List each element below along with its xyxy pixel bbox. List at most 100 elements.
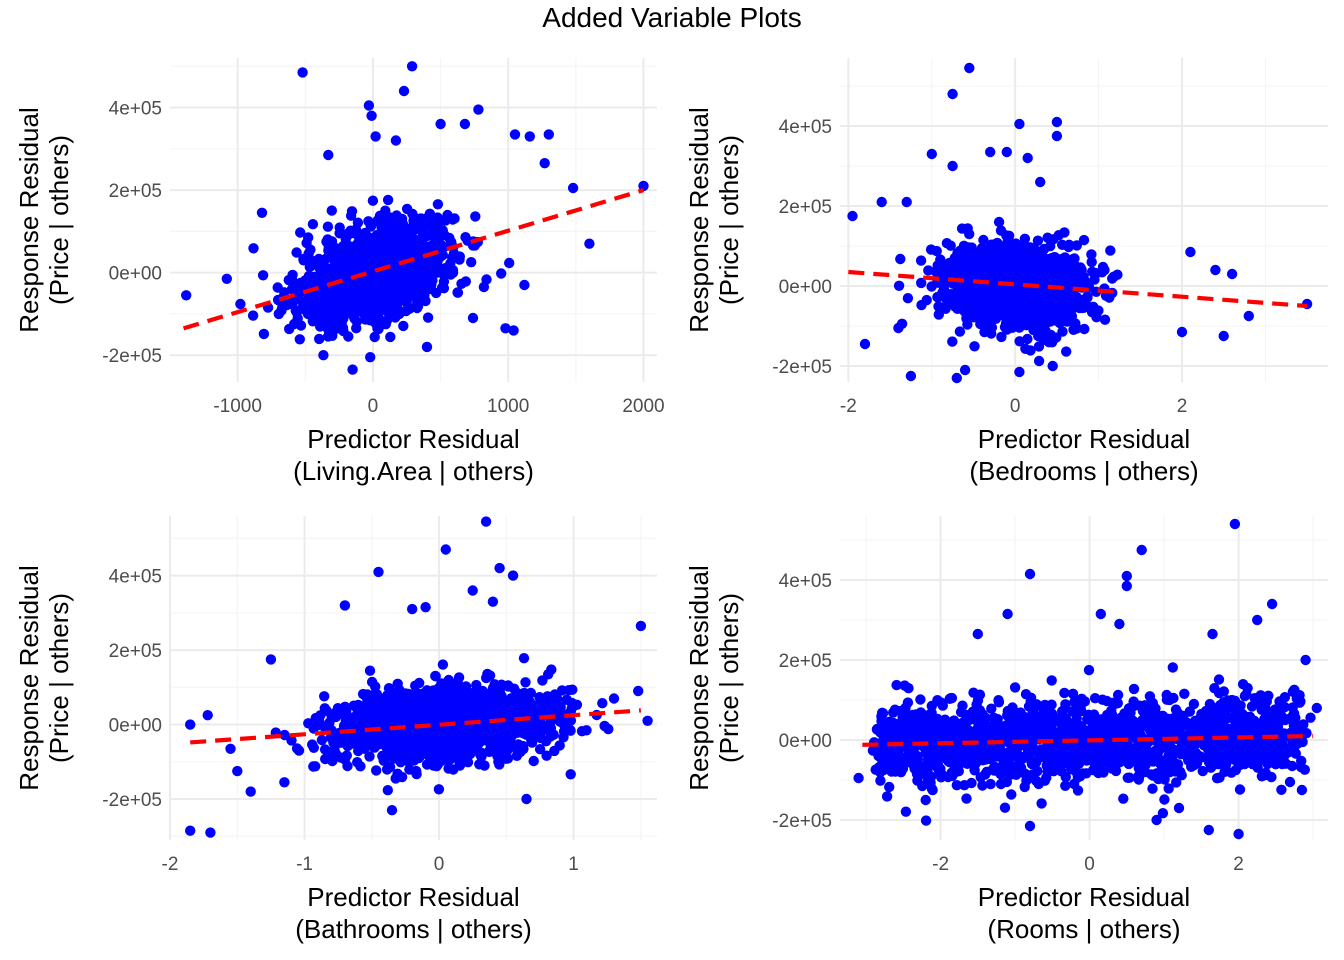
data-point xyxy=(539,158,550,169)
data-point xyxy=(956,223,968,234)
data-point xyxy=(960,248,972,260)
data-point xyxy=(1163,783,1174,794)
data-point xyxy=(947,160,958,172)
data-point xyxy=(1159,794,1170,805)
data-point xyxy=(339,600,351,611)
data-point xyxy=(1284,776,1296,788)
data-point xyxy=(994,307,1005,318)
points xyxy=(853,518,1323,840)
data-point xyxy=(415,271,426,282)
data-point xyxy=(565,769,576,780)
data-point xyxy=(369,331,380,343)
data-point xyxy=(954,326,966,337)
data-point xyxy=(584,238,595,249)
y-tick-label: 2e+05 xyxy=(109,181,162,202)
data-point xyxy=(520,677,531,688)
data-point xyxy=(319,744,331,755)
data-point xyxy=(304,261,315,273)
y-tick-label: 2e+05 xyxy=(779,651,832,672)
data-point xyxy=(459,118,471,130)
data-point xyxy=(322,221,334,232)
data-point xyxy=(367,719,378,730)
data-point xyxy=(920,815,932,826)
x-axis-label: (Bedrooms | others) xyxy=(969,456,1198,486)
data-point xyxy=(893,280,905,291)
data-point xyxy=(437,755,448,766)
data-point xyxy=(985,312,996,323)
data-point xyxy=(1105,245,1116,256)
data-point xyxy=(359,309,371,321)
x-tick-label: 2000 xyxy=(622,396,664,417)
data-point xyxy=(389,279,400,290)
data-point xyxy=(519,279,530,291)
points xyxy=(847,62,1313,384)
data-point xyxy=(480,516,492,527)
data-point xyxy=(508,325,519,336)
data-point xyxy=(567,182,579,194)
data-point xyxy=(382,729,393,741)
data-point xyxy=(1024,302,1035,314)
grid xyxy=(840,516,1328,840)
data-point xyxy=(926,148,937,160)
data-point xyxy=(400,223,411,234)
x-axis-label: Predictor Residual xyxy=(978,882,1190,912)
data-point xyxy=(396,753,407,764)
data-point xyxy=(915,255,927,266)
panel-living-area: -1000 0 1000 2000-2e+050e+002e+054e+05Predi… xyxy=(14,58,665,486)
data-point xyxy=(965,298,977,310)
data-point xyxy=(235,298,246,310)
data-point xyxy=(467,585,478,596)
data-point xyxy=(418,219,429,231)
data-point xyxy=(420,731,431,742)
data-point xyxy=(339,754,351,765)
data-point xyxy=(319,691,330,702)
data-point xyxy=(951,287,963,298)
data-point xyxy=(377,750,388,762)
data-point xyxy=(392,678,403,689)
data-point xyxy=(995,225,1007,236)
data-point xyxy=(232,765,243,777)
data-point xyxy=(1036,798,1047,809)
data-point xyxy=(383,717,394,728)
data-point xyxy=(554,716,566,727)
data-point xyxy=(389,244,401,256)
data-point xyxy=(503,681,514,692)
data-point xyxy=(479,760,490,771)
data-point xyxy=(506,694,517,706)
data-point xyxy=(284,323,295,335)
y-tick-label: 4e+05 xyxy=(109,567,162,588)
data-point xyxy=(1001,324,1013,335)
data-point xyxy=(895,253,906,265)
data-point xyxy=(969,265,980,277)
data-point xyxy=(1099,314,1111,325)
data-point xyxy=(1015,319,1027,331)
points xyxy=(185,516,653,838)
y-axis-label: Response Residual xyxy=(684,565,714,790)
data-point xyxy=(388,753,399,764)
data-point xyxy=(1001,146,1012,158)
y-tick-label: 4e+05 xyxy=(779,117,832,138)
data-point xyxy=(202,710,213,721)
data-point xyxy=(421,759,433,770)
x-tick-label: 0 xyxy=(1010,396,1021,417)
data-point xyxy=(523,721,534,732)
data-point xyxy=(933,309,944,320)
data-point xyxy=(1147,783,1158,794)
data-point xyxy=(366,219,377,230)
data-point xyxy=(543,129,554,140)
data-point xyxy=(440,544,451,555)
data-point xyxy=(492,751,503,762)
data-point xyxy=(373,307,384,318)
data-point xyxy=(421,694,432,705)
data-point xyxy=(294,334,305,345)
data-point xyxy=(1045,241,1056,252)
data-point xyxy=(390,312,401,323)
data-point xyxy=(257,270,269,281)
data-point xyxy=(1000,263,1011,275)
data-point xyxy=(295,227,306,238)
data-point xyxy=(483,746,494,757)
data-point xyxy=(978,234,989,246)
x-tick-label: -2 xyxy=(840,396,857,417)
data-point xyxy=(535,732,546,744)
data-point xyxy=(1243,310,1255,322)
